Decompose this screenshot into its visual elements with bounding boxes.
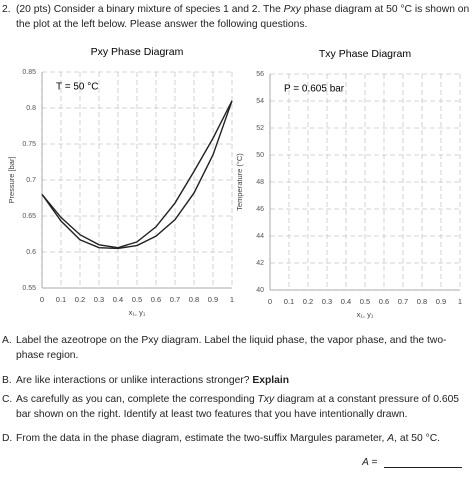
part-label: B. (2, 375, 12, 386)
x-tick-label: 0.8 (417, 297, 427, 306)
text: A = (362, 457, 378, 468)
x-tick-label: 0.7 (398, 297, 408, 306)
y-tick-label: 48 (256, 179, 264, 186)
question-number: 2. (2, 4, 11, 15)
text: Pxy (283, 4, 301, 15)
x-axis-label: x₁, y₁ (357, 310, 374, 319)
y-tick-label: 52 (256, 125, 264, 132)
x-tick-label: 1 (458, 297, 462, 306)
text: (20 pts) Consider a binary mixture of sp… (16, 4, 284, 15)
answer-line (384, 467, 462, 468)
chart-title: Pxy Phase Diagram (91, 46, 184, 58)
x-tick-label: 0.1 (284, 297, 294, 306)
y-tick-label: 42 (256, 260, 264, 267)
x-tick-label: 0.4 (113, 295, 123, 304)
text: Are like interactions or unlike interact… (16, 375, 253, 386)
x-tick-label: 0.2 (303, 297, 313, 306)
part-text: As carefully as you can, complete the co… (16, 393, 470, 422)
x-tick-label: 0.9 (208, 295, 218, 304)
y-tick-label: 0.8 (26, 105, 36, 112)
x-tick-label: 0.3 (322, 297, 332, 306)
question-text: (20 pts) Consider a binary mixture of sp… (16, 3, 470, 32)
x-tick-label: 0.9 (436, 297, 446, 306)
text: , at 50 °C. (394, 433, 441, 444)
x-axis-label: x₁, y₁ (129, 308, 146, 317)
y-tick-label: 50 (256, 152, 264, 159)
y-tick-label: 0.75 (22, 141, 36, 148)
answer-label: A = (362, 456, 377, 471)
y-tick-label: 46 (256, 206, 264, 213)
x-tick-label: 0.6 (151, 295, 161, 304)
y-tick-label: 40 (256, 287, 264, 294)
y-tick-label: 54 (256, 98, 264, 105)
x-tick-label: 0.8 (189, 295, 199, 304)
x-tick-label: 0.5 (132, 295, 142, 304)
y-axis-label: Pressure [bar] (7, 156, 16, 203)
x-tick-label: 0.5 (360, 297, 370, 306)
y-tick-label: 56 (256, 71, 264, 78)
y-tick-label: 0.65 (22, 213, 36, 220)
annotation: T = 50 °C (56, 82, 98, 93)
curve (41, 100, 233, 249)
chart-title: Txy Phase Diagram (319, 48, 411, 60)
part-text: From the data in the phase diagram, esti… (16, 432, 470, 447)
x-tick-label: 0 (40, 295, 44, 304)
y-tick-label: 0.55 (22, 285, 36, 292)
y-tick-label: 44 (256, 233, 264, 240)
x-tick-label: 0.7 (170, 295, 180, 304)
x-tick-label: 0.3 (94, 295, 104, 304)
text: Txy (257, 394, 275, 405)
text: A (387, 433, 395, 444)
x-tick-label: 0.6 (379, 297, 389, 306)
part-text: Label the azeotrope on the Pxy diagram. … (16, 335, 447, 361)
text: As carefully as you can, complete the co… (16, 394, 258, 405)
text: Explain (252, 375, 289, 386)
x-tick-label: 0.4 (341, 297, 351, 306)
part-label: A. (2, 335, 12, 346)
y-tick-label: 0.6 (26, 249, 36, 256)
x-tick-label: 0 (268, 297, 272, 306)
x-tick-label: 1 (230, 295, 234, 304)
text: phase diagram at 50 °C is shown on the p… (16, 4, 470, 30)
annotation: P = 0.605 bar (284, 84, 345, 95)
part-label: D. (2, 433, 13, 444)
x-tick-label: 0.1 (56, 295, 66, 304)
y-tick-label: 0.7 (26, 177, 36, 184)
part-text: Are like interactions or unlike interact… (16, 374, 470, 389)
y-axis-label: Temperature (°C) (235, 153, 244, 211)
curve (41, 100, 233, 250)
y-tick-label: 0.85 (22, 69, 36, 76)
part-label: C. (2, 394, 13, 405)
x-tick-label: 0.2 (75, 295, 85, 304)
text: From the data in the phase diagram, esti… (16, 433, 388, 444)
text: diagram at a constant pressure of 0.605 … (16, 394, 460, 420)
